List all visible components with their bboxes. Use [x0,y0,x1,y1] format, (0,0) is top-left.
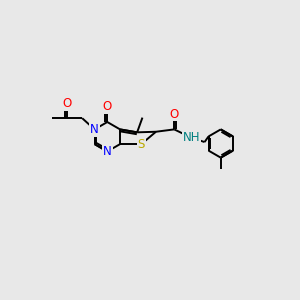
Text: N: N [90,123,99,136]
Text: NH: NH [183,131,200,144]
Text: N: N [103,145,112,158]
Text: O: O [103,100,112,113]
Text: S: S [138,138,145,151]
Text: O: O [169,108,179,121]
Text: O: O [62,97,71,110]
